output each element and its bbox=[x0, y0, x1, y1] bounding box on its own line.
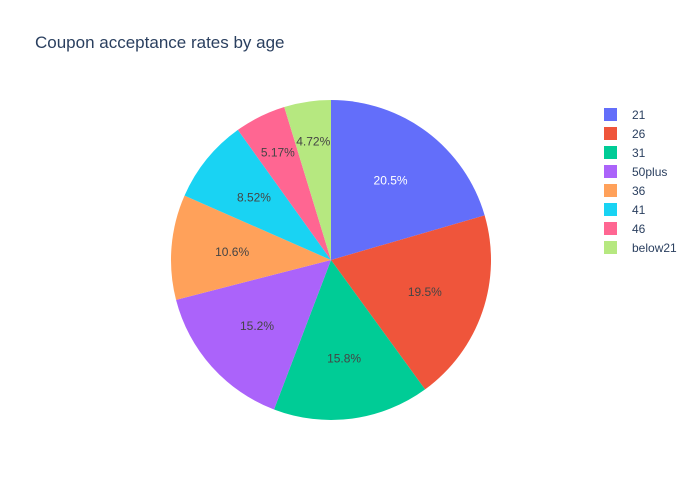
legend-item-26[interactable]: 26 bbox=[604, 124, 677, 143]
legend-swatch bbox=[604, 203, 617, 216]
legend-label: 36 bbox=[632, 183, 646, 198]
pie-slice-26[interactable] bbox=[331, 215, 492, 390]
legend-swatch bbox=[604, 108, 617, 121]
legend-label: below21 bbox=[632, 240, 677, 255]
chart-title: Coupon acceptance rates by age bbox=[35, 33, 285, 52]
pie-slice-41[interactable] bbox=[184, 129, 331, 260]
pie-slice-36[interactable] bbox=[171, 195, 331, 300]
legend-swatch bbox=[604, 165, 617, 178]
legend-item-31[interactable]: 31 bbox=[604, 143, 677, 162]
slice-label-31: 15.8% bbox=[327, 351, 361, 365]
legend-swatch bbox=[604, 222, 617, 235]
legend-label: 46 bbox=[632, 221, 646, 236]
legend-swatch bbox=[604, 146, 617, 159]
legend-swatch bbox=[604, 184, 617, 197]
slice-label-41: 8.52% bbox=[237, 190, 271, 204]
legend-swatch bbox=[604, 127, 617, 140]
slice-label-46: 5.17% bbox=[261, 145, 295, 159]
legend-item-46[interactable]: 46 bbox=[604, 219, 677, 238]
slice-label-26: 19.5% bbox=[408, 285, 442, 299]
pie-slice-below21[interactable] bbox=[284, 100, 331, 260]
legend-label: 21 bbox=[632, 107, 646, 122]
slice-label-below21: 4.72% bbox=[296, 134, 330, 148]
pie-slice-21[interactable] bbox=[331, 100, 485, 260]
pie-slice-31[interactable] bbox=[274, 260, 426, 420]
legend-label: 26 bbox=[632, 126, 646, 141]
legend-label: 31 bbox=[632, 145, 646, 160]
pie-slice-50plus[interactable] bbox=[176, 260, 331, 410]
legend-item-21[interactable]: 21 bbox=[604, 105, 677, 124]
pie-slice-46[interactable] bbox=[237, 106, 331, 260]
legend-label: 41 bbox=[632, 202, 646, 217]
legend-item-36[interactable]: 36 bbox=[604, 181, 677, 200]
legend-label: 50plus bbox=[632, 164, 668, 179]
slice-label-21: 20.5% bbox=[374, 174, 408, 188]
legend-item-50plus[interactable]: 50plus bbox=[604, 162, 677, 181]
legend-swatch bbox=[604, 241, 617, 254]
legend-item-41[interactable]: 41 bbox=[604, 200, 677, 219]
legend-item-below21[interactable]: below21 bbox=[604, 238, 677, 257]
legend: 21 26 31 50plus 36 41 46 below21 bbox=[604, 105, 677, 257]
slice-label-36: 10.6% bbox=[215, 245, 249, 259]
slice-label-50plus: 15.2% bbox=[240, 319, 274, 333]
